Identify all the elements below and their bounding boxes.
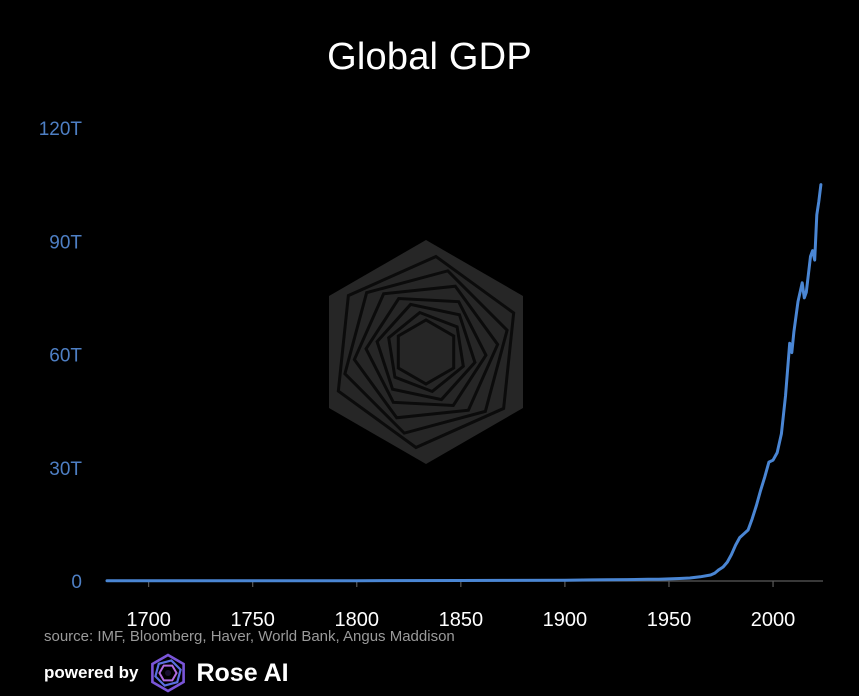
rose-ai-watermark-icon bbox=[329, 240, 523, 464]
x-tick-label: 1950 bbox=[647, 609, 692, 631]
y-tick-label: 30T bbox=[49, 459, 82, 480]
x-tick-label: 2000 bbox=[751, 609, 796, 631]
powered-by-footer: powered by Rose AI bbox=[44, 652, 289, 694]
powered-by-label: powered by bbox=[44, 663, 139, 682]
series-line bbox=[105, 183, 823, 583]
y-tick-label: 120T bbox=[39, 119, 83, 140]
watermark-ring bbox=[364, 296, 488, 408]
x-tick-label: 1850 bbox=[439, 609, 484, 631]
x-tick-label: 1800 bbox=[335, 609, 380, 631]
y-tick-label: 90T bbox=[49, 232, 82, 253]
x-tick-label: 1750 bbox=[230, 609, 275, 631]
chart-title: Global GDP bbox=[327, 36, 532, 78]
x-tick-label: 1700 bbox=[126, 609, 171, 631]
watermark-ring bbox=[352, 284, 500, 420]
source-note: source: IMF, Bloomberg, Haver, World Ban… bbox=[44, 628, 455, 645]
y-tick-label: 60T bbox=[49, 346, 82, 367]
watermark-ring bbox=[343, 269, 509, 435]
chart-ticks: 1700 1750 1800 1850 1900 1950 2000 0 30T 60T 90T 12… bbox=[39, 119, 796, 631]
y-tick-label: 0 bbox=[71, 572, 82, 593]
watermark-ring bbox=[336, 254, 516, 450]
watermark-ring bbox=[387, 310, 465, 394]
x-tick-label: 1900 bbox=[543, 609, 588, 631]
watermark-ring bbox=[396, 318, 456, 386]
rose-ai-brand-name: Rose AI bbox=[196, 658, 289, 687]
watermark-ring bbox=[375, 302, 477, 402]
chart-series bbox=[105, 183, 823, 583]
rose-ai-logo-icon bbox=[151, 653, 186, 693]
